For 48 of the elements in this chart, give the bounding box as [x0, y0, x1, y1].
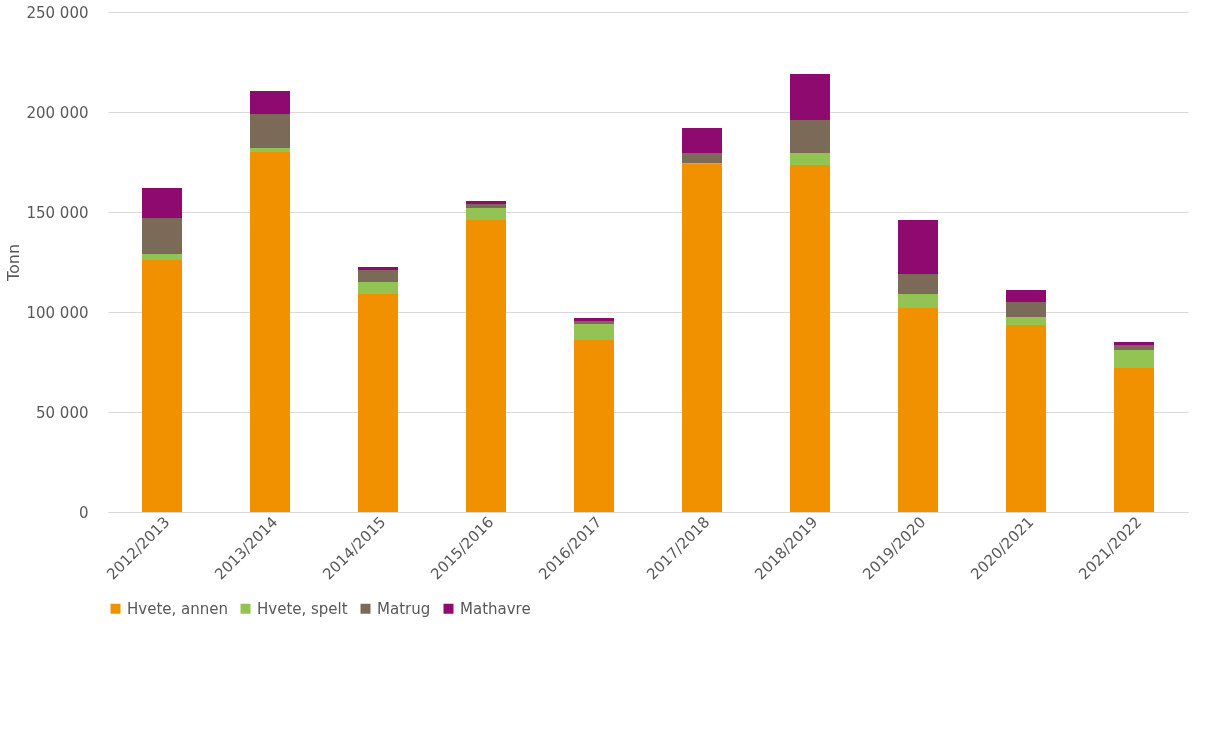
- y-tick-label: 200 000: [26, 103, 89, 122]
- bar: [142, 218, 182, 254]
- bar: [142, 188, 182, 218]
- bar: [790, 153, 830, 165]
- bar: [358, 270, 398, 282]
- bar: [1006, 325, 1046, 512]
- bar: [898, 274, 938, 294]
- bar: [358, 267, 398, 270]
- y-axis-title: Tonn: [4, 243, 24, 283]
- bar: [466, 220, 506, 512]
- y-tick-label: 250 000: [26, 3, 89, 22]
- y-tick-label: 50 000: [36, 403, 89, 422]
- bar: [790, 165, 830, 512]
- legend-label: Hvete, annen: [127, 599, 228, 618]
- bar: [574, 324, 614, 340]
- y-tick-label: 150 000: [26, 203, 89, 222]
- bar: [142, 254, 182, 260]
- bar: [898, 294, 938, 308]
- legend-label: Matrug: [377, 599, 431, 618]
- bar: [898, 308, 938, 512]
- bar: [358, 294, 398, 512]
- bar: [466, 201, 506, 204]
- bar: [250, 152, 290, 512]
- bar: [790, 120, 830, 153]
- bar: [1114, 342, 1154, 345]
- bar: [790, 74, 830, 120]
- bar: [250, 114, 290, 148]
- bar: [358, 282, 398, 294]
- bar: [466, 204, 506, 208]
- bar: [574, 340, 614, 512]
- bar: [250, 91, 290, 114]
- bar: [142, 260, 182, 512]
- bar: [898, 220, 938, 274]
- bar: [1114, 345, 1154, 350]
- bar: [250, 148, 290, 152]
- bar: [1006, 302, 1046, 317]
- bar: [1114, 350, 1154, 368]
- legend-label: Mathavre: [460, 599, 531, 618]
- y-tick-label: 100 000: [26, 303, 89, 322]
- y-tick-label: 0: [78, 503, 89, 522]
- legend-label: Hvete, spelt: [257, 599, 348, 618]
- bar: [1006, 290, 1046, 302]
- bar: [682, 128, 722, 153]
- bar: [682, 153, 722, 163]
- bar: [1006, 317, 1046, 325]
- bar: [682, 164, 722, 512]
- bar: [466, 208, 506, 220]
- bar: [1114, 368, 1154, 512]
